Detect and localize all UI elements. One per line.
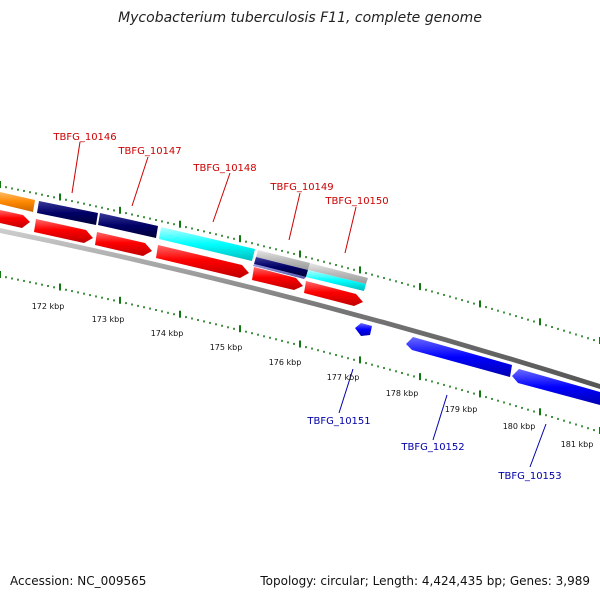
cds-arrow-reverse xyxy=(355,323,372,336)
gene-tbfg-10149-grey-feature xyxy=(256,250,310,270)
map-title: Mycobacterium tuberculosis F11, complete… xyxy=(118,10,482,26)
cds-arrow xyxy=(95,232,152,256)
inner-scale-track xyxy=(0,271,600,434)
reverse-label-leaders xyxy=(338,368,547,468)
gene-label: TBFG_10150 xyxy=(324,196,388,207)
cds-arrow xyxy=(304,281,363,306)
gene-tbfg-10150-grey-feature xyxy=(308,263,368,284)
cds-arrow xyxy=(252,267,303,290)
gene-label: TBFG_10146 xyxy=(52,132,116,143)
scale-label: 174 kbp xyxy=(151,329,184,338)
forward-gene-labels: TBFG_10146 TBFG_10147 TBFG_10148 TBFG_10… xyxy=(52,132,388,207)
outer-scale-track xyxy=(0,181,600,344)
cds-arrow xyxy=(156,245,249,278)
cds-arrow-reverse xyxy=(406,337,512,377)
gene-tbfg-10150-cyan-feature xyxy=(306,270,366,291)
gene-label: TBFG_10152 xyxy=(400,442,464,453)
gene-tbfg-10148-feature xyxy=(159,227,255,261)
topology-summary: Topology: circular; Length: 4,424,435 bp… xyxy=(260,574,590,588)
gene-label: TBFG_10149 xyxy=(269,182,333,193)
gene-orange-feature xyxy=(0,192,35,212)
forward-cds-features xyxy=(0,210,363,306)
genome-backbone xyxy=(0,228,600,389)
gene-tbfg-10149-navy-feature xyxy=(254,257,308,277)
scale-label: 176 kbp xyxy=(269,358,302,367)
gene-tbfg-10149-purple-feature xyxy=(253,264,306,279)
scale-label: 179 kbp xyxy=(445,405,478,414)
scale-labels: 172 kbp 173 kbp 174 kbp 175 kbp 176 kbp … xyxy=(32,302,594,449)
gene-label: TBFG_10153 xyxy=(497,471,561,482)
scale-label: 180 kbp xyxy=(503,422,536,431)
scale-label: 172 kbp xyxy=(32,302,65,311)
gene-label: TBFG_10151 xyxy=(306,416,370,427)
scale-label: 175 kbp xyxy=(210,343,243,352)
accession-text: Accession: NC_009565 xyxy=(10,574,147,588)
gene-label: TBFG_10148 xyxy=(192,163,256,174)
cds-arrow xyxy=(34,219,93,243)
cds-arrow-reverse xyxy=(512,369,600,405)
reverse-cds-features xyxy=(355,323,600,405)
scale-label: 178 kbp xyxy=(386,389,419,398)
scale-label: 173 kbp xyxy=(92,315,125,324)
cds-arrow xyxy=(0,210,30,228)
gene-tbfg-10146-feature xyxy=(37,201,98,225)
gene-label: TBFG_10147 xyxy=(117,146,181,157)
forward-label-leaders xyxy=(71,141,357,254)
reverse-gene-labels: TBFG_10151 TBFG_10152 TBFG_10153 xyxy=(306,416,561,482)
forward-outer-features xyxy=(0,192,368,291)
gene-tbfg-10147-feature xyxy=(98,213,158,238)
scale-label: 177 kbp xyxy=(327,373,360,382)
scale-label: 181 kbp xyxy=(561,440,594,449)
